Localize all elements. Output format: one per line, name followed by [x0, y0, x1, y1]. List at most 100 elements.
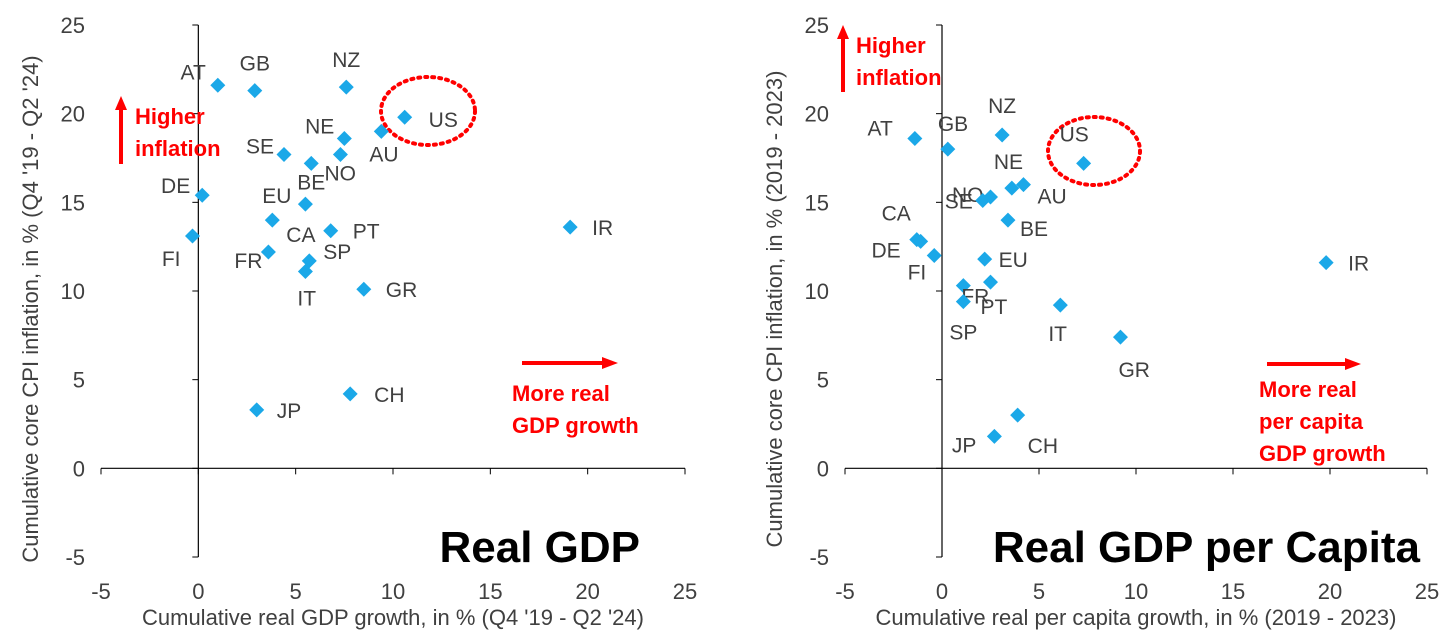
- point-label-nz: NZ: [332, 49, 360, 72]
- point-label-de: DE: [871, 239, 900, 262]
- y-tick-label: 20: [805, 102, 829, 127]
- data-point-it: [297, 263, 313, 279]
- x-axis-title: Cumulative real per capita growth, in % …: [876, 605, 1397, 630]
- point-label-ne: NE: [994, 151, 1023, 174]
- point-label-us: US: [1060, 123, 1089, 146]
- y-tick-label: 25: [805, 13, 829, 38]
- point-label-au: AU: [1037, 186, 1066, 209]
- more-growth-label: GDP growth: [1259, 441, 1386, 466]
- y-tick-label: 5: [817, 368, 829, 393]
- x-tick-label: 0: [192, 579, 204, 604]
- data-point-au: [1015, 177, 1031, 193]
- point-label-ch: CH: [374, 384, 404, 407]
- more-growth-label: GDP growth: [512, 413, 639, 438]
- data-point-ne: [336, 130, 352, 146]
- point-label-fi: FI: [908, 262, 927, 285]
- y-tick-label: 10: [805, 279, 829, 304]
- higher-inflation-label: inflation: [856, 65, 942, 90]
- y-tick-label: 0: [73, 456, 85, 481]
- x-tick-label: 10: [1124, 579, 1148, 604]
- point-label-de: DE: [161, 175, 190, 198]
- data-point-be: [303, 155, 319, 171]
- x-tick-label: 15: [1221, 579, 1245, 604]
- us-highlight-ellipse: [1046, 115, 1142, 187]
- point-label-se: SE: [945, 191, 973, 214]
- point-label-ch: CH: [1028, 435, 1058, 458]
- y-tick-label: 15: [61, 190, 85, 215]
- point-label-sp: SP: [323, 241, 351, 264]
- data-point-eu: [977, 251, 993, 267]
- more-growth-label: per capita: [1259, 409, 1364, 434]
- point-label-no: NO: [952, 184, 984, 207]
- point-label-pt: PT: [353, 221, 380, 244]
- up-arrow-icon: [837, 25, 849, 39]
- point-label-us: US: [429, 109, 458, 132]
- data-point-ch: [1010, 407, 1026, 423]
- right-arrow-icon: [602, 357, 618, 369]
- point-label-gr: GR: [1118, 359, 1150, 382]
- data-point-se: [975, 193, 991, 209]
- point-label-be: BE: [1020, 218, 1048, 241]
- data-point-gr: [1112, 329, 1128, 345]
- more-growth-label: More real: [512, 381, 610, 406]
- data-point-ca: [264, 212, 280, 228]
- data-point-no: [332, 146, 348, 162]
- data-point-ir: [562, 219, 578, 235]
- higher-inflation-label: Higher: [856, 33, 926, 58]
- data-point-at: [210, 77, 226, 93]
- data-point-jp: [986, 428, 1002, 444]
- point-label-gb: GB: [240, 53, 270, 76]
- x-tick-label: 5: [290, 579, 302, 604]
- x-tick-label: 15: [478, 579, 502, 604]
- point-label-ir: IR: [592, 217, 613, 240]
- data-point-au: [373, 123, 389, 139]
- point-label-ca: CA: [882, 203, 911, 226]
- data-point-de: [194, 187, 210, 203]
- point-label-at: AT: [868, 117, 893, 140]
- y-tick-label: 0: [817, 456, 829, 481]
- point-label-au: AU: [369, 143, 398, 166]
- data-point-pt: [323, 223, 339, 239]
- data-point-fi: [184, 228, 200, 244]
- x-tick-label: 10: [381, 579, 405, 604]
- point-label-gb: GB: [938, 113, 968, 136]
- data-point-ir: [1318, 255, 1334, 271]
- data-point-gr: [356, 281, 372, 297]
- point-label-ca: CA: [286, 224, 315, 247]
- x-tick-label: 20: [1318, 579, 1342, 604]
- point-label-eu: EU: [999, 249, 1028, 272]
- point-label-eu: EU: [262, 185, 291, 208]
- data-point-ne: [1004, 180, 1020, 196]
- data-point-nz: [994, 127, 1010, 143]
- point-label-ne: NE: [305, 115, 334, 138]
- panel-real-gdp: -5 0 5 10 15 20 25 -5 0 5 10 15 20 25 Cumulative real …: [18, 13, 697, 630]
- point-label-jp: JP: [277, 400, 302, 423]
- data-point-it: [1052, 297, 1068, 313]
- data-point-gb: [940, 141, 956, 157]
- x-tick-label: 0: [936, 579, 948, 604]
- point-label-fr: FR: [234, 250, 262, 273]
- more-growth-label: More real: [1259, 377, 1357, 402]
- data-point-ch: [342, 386, 358, 402]
- data-point-nz: [338, 79, 354, 95]
- y-axis-title: Cumulative core CPI inflation, in % (Q4 …: [18, 55, 43, 562]
- y-tick-label: 15: [805, 190, 829, 215]
- data-point-pt: [983, 274, 998, 290]
- data-point-be: [1000, 212, 1016, 228]
- point-label-be: BE: [297, 171, 325, 194]
- data-point-fr: [955, 278, 971, 294]
- x-tick-label: 20: [575, 579, 599, 604]
- point-label-it: IT: [1048, 323, 1067, 346]
- point-label-no: NO: [324, 162, 356, 185]
- x-axis-title: Cumulative real GDP growth, in % (Q4 '19…: [142, 605, 644, 630]
- point-label-pt: PT: [981, 296, 1008, 319]
- point-label-ir: IR: [1348, 253, 1369, 276]
- point-label-fi: FI: [162, 248, 181, 271]
- point-label-it: IT: [297, 287, 316, 310]
- data-point-us: [397, 109, 413, 125]
- x-tick-label: 25: [1415, 579, 1439, 604]
- x-tick-label: 25: [673, 579, 697, 604]
- data-point-gb: [247, 83, 263, 99]
- data-point-de: [913, 233, 929, 249]
